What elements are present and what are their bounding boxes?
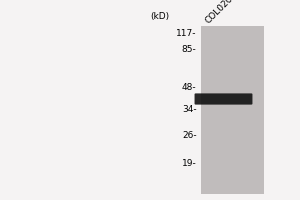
Text: 48-: 48- <box>182 83 196 92</box>
FancyBboxPatch shape <box>194 93 253 105</box>
Text: 117-: 117- <box>176 28 196 38</box>
Text: COL020S: COL020S <box>204 0 239 25</box>
Text: (kD): (kD) <box>150 12 170 21</box>
Text: 19-: 19- <box>182 158 196 168</box>
Text: 26-: 26- <box>182 130 196 140</box>
Bar <box>201 26 264 194</box>
Text: 34-: 34- <box>182 104 196 114</box>
Text: 85-: 85- <box>182 45 196 53</box>
